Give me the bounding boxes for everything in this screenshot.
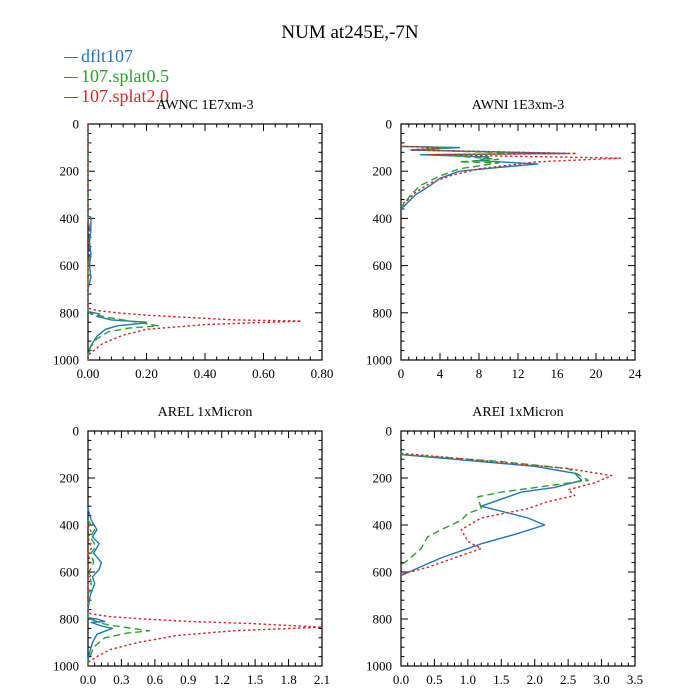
y-tick-label: 1000	[53, 659, 79, 674]
series-line-107-splat2-0	[400, 452, 613, 576]
x-tick-label: 0.0	[393, 672, 409, 687]
legend-swatch	[64, 97, 78, 99]
y-tick-label: 0	[73, 117, 80, 132]
x-tick-label: 0.60	[252, 366, 275, 381]
y-tick-label: 800	[60, 612, 80, 627]
y-tick-label: 800	[373, 305, 393, 320]
y-tick-label: 200	[373, 471, 393, 486]
x-tick-label: 0.9	[180, 672, 196, 687]
series-line-dflt107	[400, 453, 583, 577]
x-tick-label: 3.0	[593, 672, 609, 687]
series-line-107-splat0-5	[400, 453, 589, 566]
legend-swatch	[64, 77, 78, 79]
y-tick-label: 800	[60, 305, 80, 320]
y-tick-label: 1000	[53, 353, 79, 368]
x-tick-label: 1.5	[247, 672, 263, 687]
series-line-dflt107	[87, 124, 148, 360]
series-line-107-splat2-0	[400, 145, 622, 205]
y-tick-label: 400	[60, 518, 80, 533]
series-line-107-splat0-5	[400, 145, 529, 208]
legend-swatch	[64, 57, 78, 59]
y-tick-label: 600	[60, 565, 80, 580]
series-line-107-splat2-0	[87, 124, 303, 360]
y-tick-label: 1000	[366, 353, 392, 368]
y-tick-label: 0	[386, 117, 393, 132]
x-tick-label: 0.5	[426, 672, 442, 687]
x-tick-label: 1.0	[460, 672, 476, 687]
axes-frame	[87, 430, 323, 667]
y-tick-label: 600	[373, 565, 393, 580]
x-tick-label: 0.80	[311, 366, 334, 381]
series-line-107-splat2-0	[87, 524, 323, 666]
x-tick-label: 24	[629, 366, 643, 381]
series-line-dflt107	[400, 145, 568, 210]
x-tick-label: 12	[512, 366, 525, 381]
x-tick-label: 2.0	[527, 672, 543, 687]
x-tick-label: 1.2	[214, 672, 230, 687]
y-tick-label: 200	[373, 164, 393, 179]
legend-label: dflt107	[81, 46, 133, 66]
x-tick-label: 2.1	[314, 672, 330, 687]
legend-item-splat20: 107.splat2.0	[64, 86, 169, 106]
y-tick-label: 600	[60, 258, 80, 273]
y-tick-label: 0	[386, 424, 393, 439]
legend: dflt107 107.splat0.5 107.splat2.0	[64, 46, 169, 106]
x-tick-label: 0	[398, 366, 405, 381]
panel-title: AWNC 1E7xm-3	[156, 98, 253, 113]
panel-title: AREI 1xMicron	[472, 405, 563, 420]
x-tick-label: 1.8	[280, 672, 296, 687]
y-tick-label: 800	[373, 612, 393, 627]
y-tick-label: 400	[373, 211, 393, 226]
x-tick-label: 2.5	[560, 672, 576, 687]
y-tick-label: 400	[60, 211, 80, 226]
x-tick-label: 4	[437, 366, 444, 381]
y-tick-label: 1000	[366, 659, 392, 674]
x-tick-label: 0.20	[135, 366, 158, 381]
axes-frame	[400, 430, 636, 667]
x-tick-label: 0.0	[80, 672, 96, 687]
x-tick-label: 1.5	[493, 672, 509, 687]
legend-item-dflt107: dflt107	[64, 46, 169, 66]
figure-title: NUM at245E,-7N	[281, 22, 419, 43]
panel-title: AREL 1xMicron	[158, 405, 253, 420]
series-line-107-splat0-5	[87, 124, 159, 360]
y-tick-label: 400	[373, 518, 393, 533]
x-tick-label: 3.5	[627, 672, 643, 687]
x-tick-label: 0.40	[194, 366, 217, 381]
y-tick-label: 600	[373, 258, 393, 273]
y-tick-label: 200	[60, 164, 80, 179]
legend-item-splat05: 107.splat0.5	[64, 66, 169, 86]
x-tick-label: 0.6	[147, 672, 164, 687]
x-tick-label: 16	[551, 366, 565, 381]
legend-label: 107.splat0.5	[81, 66, 169, 86]
x-tick-label: 0.00	[77, 366, 100, 381]
x-tick-label: 20	[590, 366, 603, 381]
x-tick-label: 0.3	[113, 672, 129, 687]
panel-title: AWNI 1E3xm-3	[472, 98, 565, 113]
y-tick-label: 200	[60, 471, 80, 486]
y-tick-label: 0	[73, 424, 80, 439]
legend-label: 107.splat2.0	[81, 86, 169, 106]
x-tick-label: 8	[476, 366, 483, 381]
series-line-107-splat0-5	[87, 519, 151, 666]
